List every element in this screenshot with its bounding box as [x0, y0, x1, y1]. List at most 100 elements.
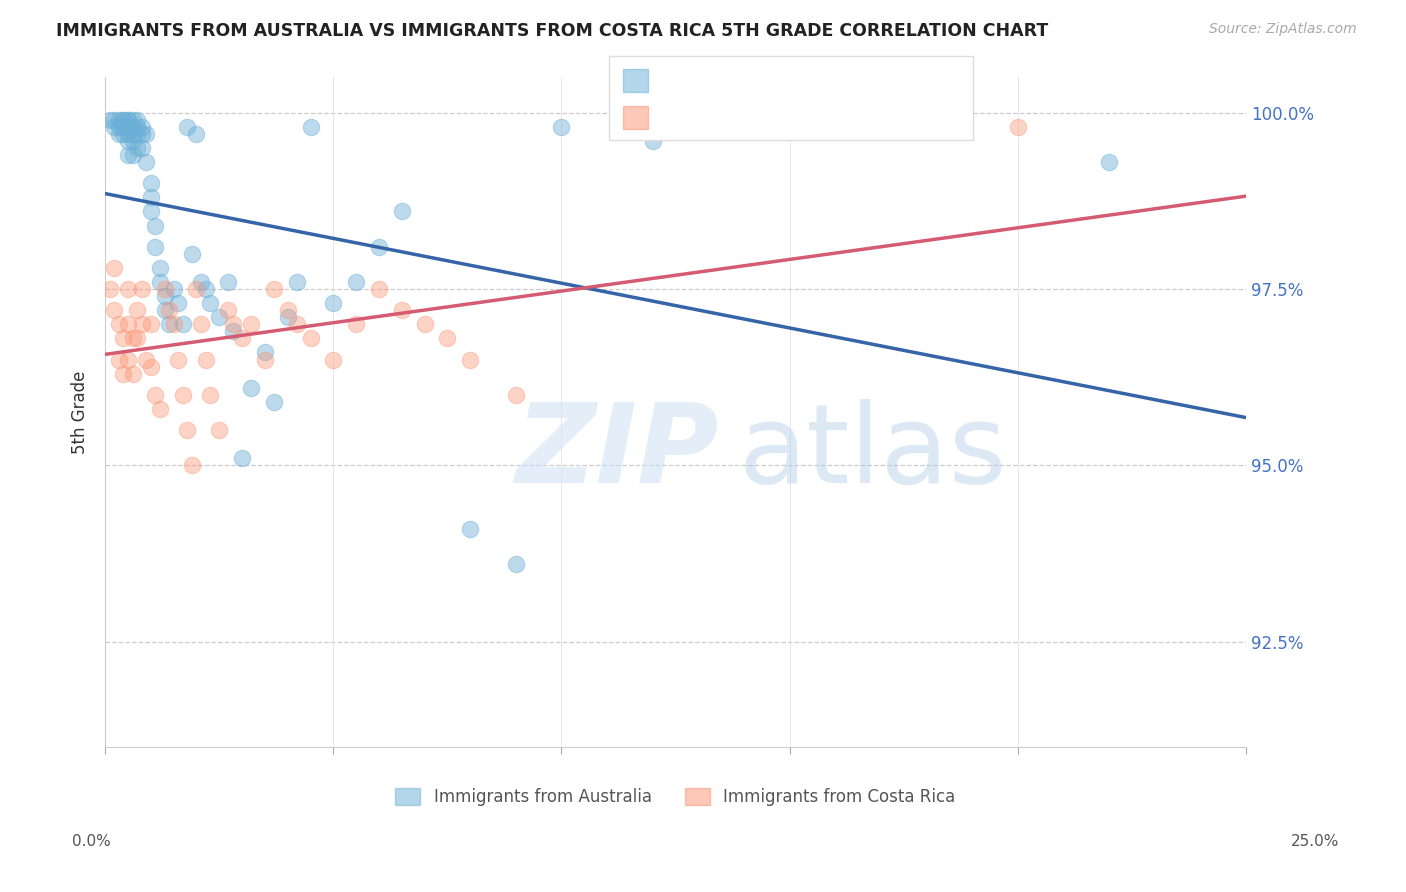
Immigrants from Australia — [108, 112, 131, 127]
Immigrants from Australia — [131, 120, 153, 134]
Immigrants from Australia — [176, 120, 198, 134]
Immigrants from Australia — [285, 275, 308, 289]
Immigrants from Australia — [145, 219, 167, 233]
Text: Source: ZipAtlas.com: Source: ZipAtlas.com — [1209, 22, 1357, 37]
Immigrants from Australia — [112, 112, 135, 127]
Immigrants from Australia — [112, 127, 135, 141]
Immigrants from Costa Rica — [285, 318, 308, 332]
Immigrants from Costa Rica — [108, 352, 131, 367]
Text: atlas: atlas — [738, 399, 1007, 506]
Immigrants from Costa Rica — [240, 318, 263, 332]
Immigrants from Costa Rica — [103, 260, 125, 275]
Text: ZIP: ZIP — [516, 399, 720, 506]
Immigrants from Costa Rica — [263, 282, 285, 296]
Immigrants from Australia — [117, 148, 139, 162]
Immigrants from Australia — [139, 176, 162, 190]
Immigrants from Australia — [240, 381, 263, 395]
Immigrants from Australia — [127, 112, 149, 127]
Immigrants from Costa Rica — [413, 318, 436, 332]
Immigrants from Costa Rica — [139, 359, 162, 374]
Text: 25.0%: 25.0% — [1291, 834, 1339, 848]
Immigrants from Costa Rica — [186, 282, 208, 296]
Immigrants from Costa Rica — [167, 352, 190, 367]
Text: 0.0%: 0.0% — [72, 834, 111, 848]
Immigrants from Australia — [149, 275, 172, 289]
Immigrants from Australia — [217, 275, 239, 289]
Immigrants from Australia — [198, 296, 221, 310]
Immigrants from Costa Rica — [108, 318, 131, 332]
Immigrants from Costa Rica — [172, 388, 194, 402]
Immigrants from Costa Rica — [208, 423, 231, 437]
Immigrants from Australia — [117, 112, 139, 127]
Immigrants from Australia — [391, 204, 413, 219]
Immigrants from Australia — [186, 127, 208, 141]
Y-axis label: 5th Grade: 5th Grade — [72, 371, 89, 454]
Immigrants from Australia — [127, 141, 149, 155]
Immigrants from Costa Rica — [135, 352, 157, 367]
Immigrants from Australia — [117, 127, 139, 141]
Immigrants from Australia — [277, 310, 299, 325]
Immigrants from Costa Rica — [145, 388, 167, 402]
Immigrants from Costa Rica — [322, 352, 344, 367]
Immigrants from Australia — [121, 148, 143, 162]
Immigrants from Costa Rica — [163, 318, 186, 332]
Immigrants from Costa Rica — [505, 388, 527, 402]
Immigrants from Australia — [103, 112, 125, 127]
Immigrants from Australia — [153, 303, 176, 318]
Immigrants from Costa Rica — [217, 303, 239, 318]
Immigrants from Australia — [139, 190, 162, 204]
Immigrants from Australia — [121, 112, 143, 127]
Immigrants from Costa Rica — [190, 318, 212, 332]
Immigrants from Australia — [263, 394, 285, 409]
Immigrants from Costa Rica — [117, 318, 139, 332]
Immigrants from Australia — [127, 127, 149, 141]
Immigrants from Australia — [117, 120, 139, 134]
Immigrants from Australia — [231, 451, 253, 466]
Immigrants from Costa Rica — [131, 282, 153, 296]
Immigrants from Costa Rica — [391, 303, 413, 318]
Immigrants from Costa Rica — [103, 303, 125, 318]
Immigrants from Australia — [117, 112, 139, 127]
Immigrants from Australia — [458, 522, 481, 536]
Text: IMMIGRANTS FROM AUSTRALIA VS IMMIGRANTS FROM COSTA RICA 5TH GRADE CORRELATION CH: IMMIGRANTS FROM AUSTRALIA VS IMMIGRANTS … — [56, 22, 1049, 40]
Immigrants from Costa Rica — [121, 331, 143, 345]
Immigrants from Costa Rica — [112, 331, 135, 345]
Immigrants from Australia — [322, 296, 344, 310]
Immigrants from Costa Rica — [176, 423, 198, 437]
Immigrants from Australia — [163, 282, 186, 296]
Immigrants from Australia — [180, 246, 202, 260]
Immigrants from Australia — [153, 289, 176, 303]
Immigrants from Australia — [299, 120, 322, 134]
Immigrants from Australia — [112, 112, 135, 127]
Immigrants from Costa Rica — [344, 318, 367, 332]
Immigrants from Costa Rica — [117, 282, 139, 296]
Immigrants from Australia — [127, 120, 149, 134]
Immigrants from Australia — [641, 134, 664, 148]
Immigrants from Australia — [117, 134, 139, 148]
Immigrants from Australia — [505, 557, 527, 571]
Immigrants from Costa Rica — [299, 331, 322, 345]
Immigrants from Costa Rica — [222, 318, 245, 332]
Immigrants from Costa Rica — [127, 303, 149, 318]
Immigrants from Costa Rica — [458, 352, 481, 367]
Immigrants from Australia — [98, 112, 121, 127]
Text: R =  0.198   N = 68: R = 0.198 N = 68 — [657, 71, 818, 89]
Immigrants from Costa Rica — [436, 331, 458, 345]
Immigrants from Costa Rica — [139, 318, 162, 332]
Immigrants from Australia — [194, 282, 217, 296]
Immigrants from Australia — [172, 318, 194, 332]
Immigrants from Australia — [167, 296, 190, 310]
Immigrants from Australia — [121, 134, 143, 148]
Legend: Immigrants from Australia, Immigrants from Costa Rica: Immigrants from Australia, Immigrants fr… — [388, 781, 962, 813]
Immigrants from Australia — [550, 120, 572, 134]
Immigrants from Australia — [135, 127, 157, 141]
Immigrants from Australia — [157, 318, 180, 332]
Immigrants from Australia — [131, 127, 153, 141]
Immigrants from Australia — [149, 260, 172, 275]
Immigrants from Costa Rica — [277, 303, 299, 318]
Immigrants from Australia — [222, 324, 245, 338]
Immigrants from Costa Rica — [253, 352, 276, 367]
Immigrants from Costa Rica — [153, 282, 176, 296]
Immigrants from Australia — [190, 275, 212, 289]
Immigrants from Costa Rica — [198, 388, 221, 402]
